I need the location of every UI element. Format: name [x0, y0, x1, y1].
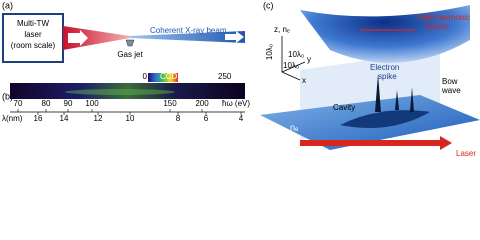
panel-a: (a) Multi-TW laser (room scale) Laser be… [2, 0, 245, 63]
spike-label: spike [378, 72, 397, 81]
energy-tick: 100 [85, 99, 99, 108]
box-text: laser [24, 30, 42, 39]
laser-box [2, 13, 64, 63]
gas-jet-label: Gas jet [117, 50, 143, 59]
wavelength-tick: 8 [176, 114, 181, 123]
scale-label: 10λ₀ [265, 44, 274, 60]
wavelength-tick: 16 [34, 114, 43, 123]
wavelength-tick: 14 [60, 114, 69, 123]
panel-label: (b) [2, 91, 13, 101]
axis-y: y [307, 55, 311, 64]
axis [281, 71, 301, 81]
source-label: source [425, 22, 450, 31]
scale-label: 10λ₀ [288, 50, 304, 59]
energy-tick: 200 [195, 99, 209, 108]
panel-c: (c) High-harmonic source z, nₑ 10λ₀ 10λ₀… [260, 0, 480, 158]
gas-jet [125, 39, 135, 47]
axis [281, 61, 306, 73]
wavelength-tick: 10 [126, 114, 135, 123]
xray-beam [130, 31, 245, 43]
laser-arrow [300, 136, 452, 150]
axis-x: x [302, 76, 306, 85]
wavelength-label: λ(nm) [2, 114, 23, 123]
bowl-surface [300, 5, 470, 63]
arrow [225, 31, 244, 43]
laser-label: Laser [456, 149, 476, 158]
arrow [68, 30, 88, 46]
energy-tick: 150 [163, 99, 177, 108]
laser-cone [63, 26, 130, 50]
scale-label: 10λ₀ [283, 61, 299, 70]
axis-z: z, nₑ [274, 25, 290, 34]
figure: (a) Multi-TW laser (room scale) Laser be… [2, 0, 480, 158]
source-label: High-harmonic [418, 13, 470, 22]
panel-label: (a) [2, 0, 13, 10]
bow-label: wave [441, 86, 461, 95]
cavity-wake [340, 110, 430, 129]
box-text: (room scale) [11, 41, 56, 50]
wavelength-tick: 6 [204, 114, 209, 123]
xray-label: Coherent X-ray beam [150, 26, 227, 35]
colorbar [148, 73, 178, 82]
laser-beam-label: Laser beam [93, 22, 136, 31]
harmonic-band [65, 89, 175, 95]
spike [410, 87, 414, 112]
spike-label: Electron [370, 63, 399, 72]
energy-tick: 70 [14, 99, 23, 108]
density-label: nₑ [290, 122, 299, 132]
spike [375, 74, 381, 112]
colorbar-title: CCD Counts [160, 72, 205, 81]
energy-tick: 80 [42, 99, 51, 108]
box-text: Multi-TW [17, 19, 49, 28]
colorbar-min: 0 [143, 72, 148, 81]
panel-label: (c) [263, 0, 274, 10]
bow-label: Bow [442, 77, 458, 86]
energy-tick: 90 [64, 99, 73, 108]
energy-label: ħω (eV) [222, 99, 250, 108]
cavity-label: Cavity [333, 103, 355, 112]
spike [395, 90, 399, 110]
wavelength-tick: 12 [94, 114, 103, 123]
wavelength-tick: 4 [239, 114, 244, 123]
panel-b: (b) 0 CCD Counts 250 70 80 90 100 150 200 ħω … [2, 72, 250, 123]
colorbar-max: 250 [218, 72, 232, 81]
